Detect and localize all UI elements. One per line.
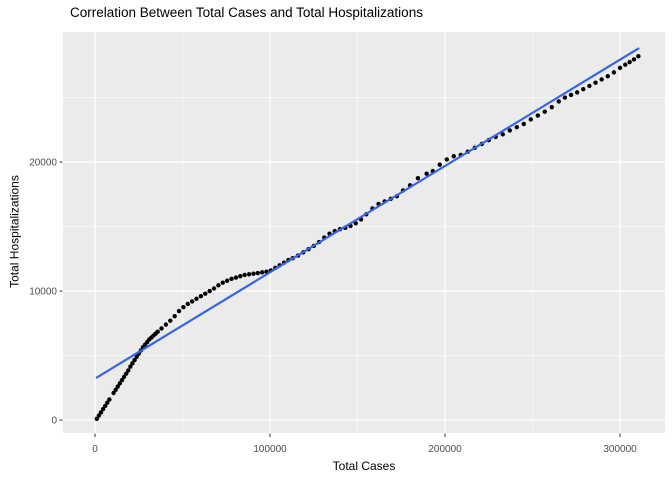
data-point (631, 57, 637, 62)
data-point (198, 294, 204, 299)
plot-panel (63, 32, 665, 433)
x-axis-title: Total Cases (332, 459, 396, 473)
y-axis-title: Total Hospitalizations (7, 175, 22, 288)
y-tick-label: 20000 (29, 158, 57, 169)
data-point (107, 397, 112, 402)
x-tick-label: 0 (92, 444, 98, 455)
data-point (556, 99, 561, 104)
data-point (259, 270, 265, 275)
data-point (587, 83, 592, 89)
data-point (233, 275, 239, 280)
x-tick-label: 200000 (428, 444, 462, 455)
data-point (159, 326, 164, 331)
data-point (102, 403, 108, 409)
data-point (189, 299, 195, 304)
data-point (415, 175, 421, 181)
data-point (593, 80, 598, 85)
regression-line (95, 47, 640, 379)
data-point (207, 288, 212, 294)
data-point (617, 65, 623, 71)
data-point (119, 377, 125, 383)
data-point (105, 400, 110, 405)
data-point (535, 113, 540, 118)
data-point (126, 368, 131, 373)
data-point (623, 62, 628, 67)
data-point (203, 291, 208, 296)
data-point (528, 117, 533, 122)
data-point (251, 271, 256, 276)
data-point (117, 381, 123, 386)
data-point (605, 74, 610, 79)
y-tick-label: 10000 (29, 287, 57, 298)
data-point (444, 157, 449, 162)
data-point (514, 125, 519, 130)
data-point (123, 371, 129, 376)
data-point (111, 390, 116, 396)
data-point (599, 77, 604, 82)
data-point (185, 301, 190, 307)
data-point (130, 361, 135, 366)
data-point (211, 286, 217, 291)
data-point (542, 109, 547, 114)
chart-title: Correlation Between Total Cases and Tota… (70, 5, 423, 20)
data-point (238, 274, 243, 279)
data-point (176, 308, 182, 314)
data-point (353, 221, 358, 226)
data-point (242, 272, 247, 278)
data-point (521, 121, 526, 127)
data-point (574, 90, 580, 95)
data-point (216, 283, 221, 288)
data-point (220, 280, 225, 285)
data-point (255, 270, 260, 276)
data-point (168, 318, 173, 323)
data-point (581, 86, 586, 92)
data-point (98, 410, 104, 415)
data-point (437, 162, 442, 167)
data-point (568, 92, 574, 98)
data-point (96, 413, 102, 418)
data-point (155, 329, 160, 334)
data-point (132, 357, 137, 363)
data-point (121, 374, 127, 380)
data-point (507, 128, 512, 133)
x-tick-label: 100000 (253, 444, 287, 455)
data-point (128, 364, 133, 369)
data-point (611, 70, 617, 75)
data-point (424, 171, 429, 176)
data-point (451, 154, 456, 159)
data-point (636, 54, 641, 59)
data-point (113, 387, 118, 392)
data-point (134, 354, 139, 360)
data-point (172, 314, 177, 319)
data-point (500, 132, 505, 137)
data-point (224, 278, 230, 283)
data-point (246, 272, 252, 277)
x-tick-label: 300000 (603, 444, 637, 455)
data-point (194, 296, 199, 302)
y-tick-label: 0 (51, 416, 57, 427)
data-point (562, 95, 568, 100)
data-point (229, 276, 234, 282)
data-point (115, 384, 120, 389)
data-point (94, 416, 99, 422)
data-point (627, 59, 632, 65)
data-point (181, 305, 186, 310)
data-point (100, 406, 106, 412)
data-point (549, 105, 554, 110)
data-point (163, 322, 169, 327)
